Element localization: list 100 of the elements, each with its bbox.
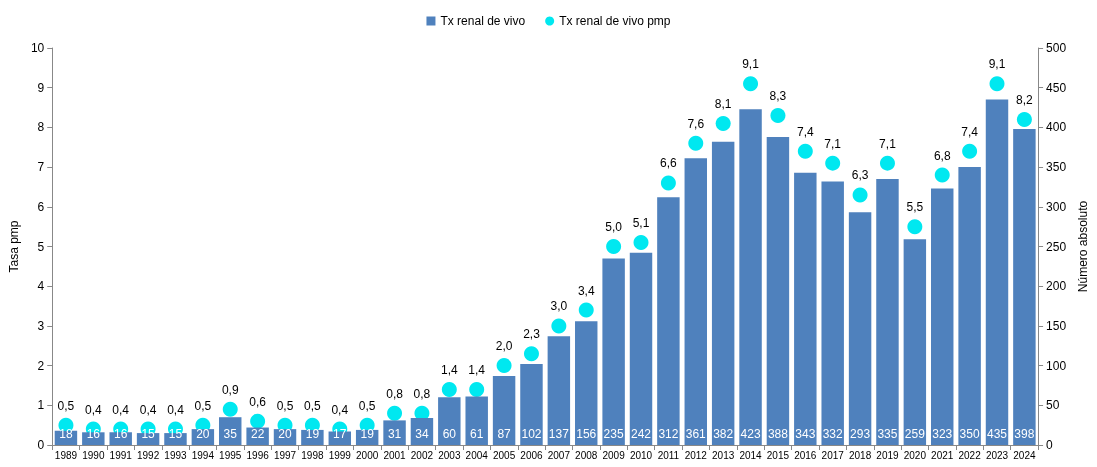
bar (903, 239, 927, 445)
x-tick-label: 2000 (356, 449, 379, 461)
data-label: 20 (196, 427, 210, 441)
bar (711, 141, 735, 445)
x-tick-label: 1993 (164, 449, 188, 461)
y2-tick-label: 250 (1046, 239, 1067, 254)
x-tick-label: 2021 (931, 449, 954, 461)
y2-axis-title: Número absoluto (1076, 200, 1090, 293)
x-tick-label: 2019 (876, 449, 900, 461)
point (578, 302, 594, 318)
x-tick-label: 2001 (383, 449, 407, 461)
data-label: 19 (360, 427, 375, 441)
bar (657, 197, 680, 445)
point (989, 76, 1005, 92)
bar (438, 397, 461, 445)
x-tick-label: 2013 (712, 449, 735, 461)
y-tick-label: 1 (37, 398, 45, 413)
data-label: 19 (305, 427, 320, 441)
x-tick-label: 1996 (246, 449, 270, 461)
legend-label: Tx renal de vivo (440, 14, 526, 28)
data-label: 0,4 (167, 402, 185, 417)
data-label: 259 (904, 427, 926, 441)
x-tick-label: 1991 (109, 449, 133, 461)
bar (766, 136, 790, 445)
point (606, 239, 622, 254)
point (387, 405, 403, 421)
data-label: 398 (1014, 427, 1035, 441)
point (551, 318, 567, 334)
data-label: 7,4 (961, 124, 979, 139)
bar (602, 258, 625, 445)
data-label: 9,1 (742, 57, 760, 72)
x-tick-label: 2016 (794, 449, 817, 461)
bar (465, 396, 488, 445)
data-label: 6,8 (933, 148, 951, 163)
x-tick-label: 2010 (629, 449, 653, 461)
data-label: 34 (415, 427, 429, 441)
y-tick-label: 5 (37, 239, 45, 254)
x-tick-label: 1992 (136, 449, 160, 461)
point (633, 235, 649, 251)
bar (821, 181, 844, 445)
data-label: 343 (795, 427, 816, 441)
data-label: 0,4 (139, 402, 157, 417)
data-label: 8,3 (769, 88, 787, 103)
x-tick-label: 2009 (602, 449, 626, 461)
data-label: 382 (713, 427, 734, 441)
data-label: 0,5 (276, 398, 294, 413)
data-label: 0,6 (249, 394, 267, 409)
x-tick-label: 1989 (54, 449, 78, 461)
data-label: 388 (767, 427, 789, 441)
data-label: 5,5 (906, 200, 924, 215)
x-tick-label: 1995 (219, 449, 242, 461)
data-label: 20 (278, 427, 293, 441)
point (469, 381, 485, 397)
data-label: 18 (59, 427, 73, 441)
y-tick-label: 7 (37, 160, 45, 175)
data-label: 235 (603, 427, 624, 441)
point (496, 358, 512, 374)
x-tick-label: 2006 (520, 449, 544, 461)
data-label: 0,4 (331, 402, 349, 417)
bar (985, 99, 1009, 445)
bar (492, 375, 516, 445)
y-tick-label: 8 (37, 120, 45, 135)
y2-tick-label: 300 (1046, 199, 1067, 214)
data-label: 0,8 (413, 386, 431, 401)
data-label: 5,0 (605, 220, 623, 234)
data-label: 0,4 (112, 402, 130, 417)
data-label: 332 (822, 427, 844, 441)
y2-tick-label: 150 (1046, 318, 1067, 333)
point (222, 401, 238, 417)
point (523, 346, 539, 362)
y-tick-label: 2 (37, 358, 45, 373)
data-label: 156 (576, 427, 597, 441)
point (879, 155, 895, 171)
data-label: 6,3 (851, 168, 869, 183)
bar (876, 179, 899, 445)
x-tick-label: 2020 (903, 449, 927, 461)
bar (520, 364, 543, 445)
data-label: 335 (877, 427, 898, 441)
data-label: 2,3 (523, 327, 541, 342)
point (907, 219, 923, 235)
x-tick-label: 2024 (1013, 449, 1036, 461)
point (441, 381, 457, 397)
y-tick-label: 0 (37, 438, 45, 452)
data-label: 0,5 (194, 398, 212, 413)
data-label: 8,1 (714, 96, 732, 111)
data-label: 61 (470, 427, 484, 441)
bar (629, 252, 653, 445)
data-label: 0,5 (304, 398, 322, 413)
x-tick-label: 1999 (328, 449, 352, 461)
x-tick-label: 2008 (575, 449, 598, 461)
bar (958, 167, 981, 445)
data-label: 137 (548, 427, 570, 441)
bar (794, 172, 817, 445)
bar (575, 321, 598, 445)
x-tick-label: 1997 (273, 449, 297, 461)
data-label: 8,2 (1016, 92, 1034, 107)
bar (848, 212, 872, 445)
data-label: 17 (333, 427, 347, 441)
point (743, 76, 759, 92)
data-label: 0,9 (221, 382, 239, 397)
